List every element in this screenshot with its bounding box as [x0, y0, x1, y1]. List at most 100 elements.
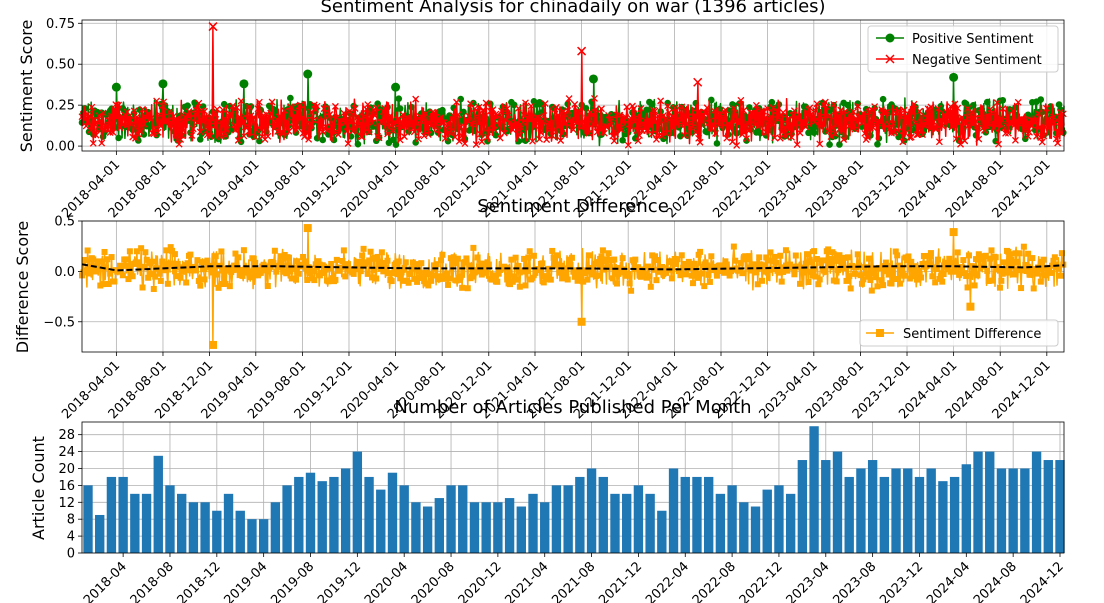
sentiment-difference-point [792, 252, 799, 259]
negative-sentiment-point [478, 138, 486, 146]
sentiment-difference-point [826, 261, 833, 268]
negative-sentiment-point [658, 132, 666, 140]
negative-sentiment-point [505, 111, 513, 119]
negative-sentiment-point [812, 107, 819, 115]
sentiment-difference-point [1013, 258, 1020, 265]
sentiment-difference-point [880, 282, 887, 289]
negative-sentiment-point [723, 134, 731, 142]
sentiment-difference-point [1011, 271, 1018, 278]
sentiment-difference-point [677, 272, 684, 279]
bar [294, 476, 304, 553]
bar [212, 510, 222, 553]
sentiment-difference-point [974, 272, 981, 279]
bar [938, 481, 948, 553]
negative-sentiment-point [105, 116, 113, 124]
sentiment-difference-point [827, 256, 834, 263]
negative-sentiment-point [517, 124, 525, 132]
sentiment-difference-point [943, 259, 950, 266]
negative-sentiment-point [871, 103, 879, 111]
negative-sentiment-point [768, 120, 776, 128]
negative-sentiment-point [769, 104, 777, 112]
positive-sentiment-point [810, 129, 818, 137]
sentiment-difference-point [514, 276, 521, 283]
negative-sentiment-point [606, 121, 614, 129]
negative-sentiment-point [267, 109, 275, 117]
bar [610, 493, 620, 553]
negative-sentiment-point [1049, 113, 1057, 121]
sentiment-difference-point [761, 268, 768, 275]
negative-sentiment-point [331, 102, 339, 110]
sentiment-difference-point [450, 254, 457, 261]
positive-sentiment-peak-point [239, 79, 249, 89]
sentiment-difference-point [457, 273, 464, 280]
sentiment-difference-point [204, 257, 211, 264]
positive-sentiment-point [713, 140, 721, 147]
negative-sentiment-point [817, 112, 825, 120]
bar [1055, 460, 1065, 553]
sentiment-difference-point [791, 271, 798, 278]
sentiment-difference-point [407, 271, 414, 278]
negative-sentiment-point [343, 127, 351, 135]
negative-sentiment-point [464, 117, 472, 125]
sentiment-difference-point [547, 276, 554, 283]
sentiment-difference-point [751, 261, 758, 268]
negative-sentiment-point [696, 138, 704, 146]
sentiment-difference-point [1049, 262, 1056, 269]
negative-sentiment-point [305, 135, 313, 143]
negative-sentiment-point [965, 121, 973, 129]
sentiment-difference-point [863, 270, 870, 277]
negative-sentiment-point [782, 132, 790, 140]
negative-sentiment-point [824, 127, 832, 135]
negative-sentiment-point [230, 121, 238, 129]
negative-sentiment-point [308, 108, 315, 116]
negative-sentiment-point [747, 109, 755, 117]
sentiment-difference-point [466, 263, 473, 270]
sentiment-difference-point [975, 251, 982, 258]
sentiment-difference-point [167, 244, 174, 251]
negative-sentiment-point [427, 122, 435, 129]
difference-series [79, 224, 1067, 349]
sentiment-difference-point [446, 275, 453, 282]
sentiment-difference-point [699, 263, 706, 270]
sentiment-difference-point [86, 270, 93, 277]
sentiment-difference-point [452, 260, 459, 267]
negative-sentiment-point [926, 111, 934, 119]
negative-sentiment-point [300, 133, 308, 141]
negative-sentiment-point [240, 132, 248, 140]
negative-sentiment-point [216, 118, 224, 126]
negative-sentiment-point [454, 111, 462, 119]
negative-sentiment-point [752, 101, 760, 109]
bar [645, 493, 655, 553]
negative-sentiment-point [202, 115, 210, 123]
negative-sentiment-point [115, 101, 123, 109]
positive-sentiment-point [983, 98, 991, 106]
articles-y-label: Article Count [29, 436, 48, 540]
x-tick-label: 2022-12 [737, 559, 786, 603]
bar [434, 498, 445, 553]
difference-plot-frame [81, 220, 1065, 353]
negative-sentiment-point [952, 135, 960, 143]
sentiment-difference-point [646, 273, 653, 280]
bar [985, 451, 995, 553]
negative-sentiment-point [151, 124, 159, 132]
negative-sentiment-point [876, 118, 884, 126]
negative-sentiment-peak-point [577, 46, 587, 56]
sentiment-difference-point [746, 253, 753, 260]
negative-sentiment-point [657, 97, 665, 105]
bar [411, 502, 421, 553]
negative-sentiment-point [86, 126, 94, 134]
sentiment-difference-point [573, 267, 580, 274]
sentiment-difference-point [825, 246, 832, 253]
positive-sentiment-point [439, 106, 446, 114]
sentiment-difference-point [104, 256, 111, 263]
negative-sentiment-point [736, 116, 743, 124]
negative-sentiment-point [319, 128, 327, 136]
sentiment-difference-point [100, 281, 107, 288]
negative-sentiment-point [681, 131, 689, 139]
negative-sentiment-point [907, 133, 915, 141]
negative-sentiment-point [575, 108, 583, 116]
sentiment-difference-point [568, 254, 575, 261]
sentiment-difference-point [804, 251, 811, 258]
negative-sentiment-point [234, 136, 242, 144]
sentiment-difference-point [519, 268, 526, 275]
